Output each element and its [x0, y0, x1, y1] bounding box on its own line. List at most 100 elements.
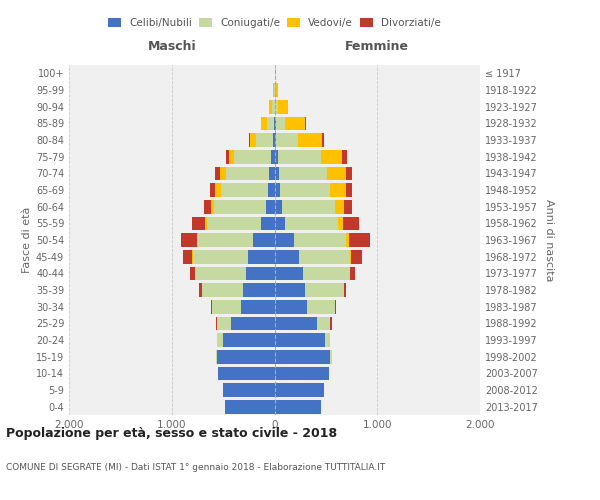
- Bar: [211, 200, 214, 213]
- Text: COMUNE DI SEGRATE (MI) - Dati ISTAT 1° gennaio 2018 - Elaborazione TUTTITALIA.IT: COMUNE DI SEGRATE (MI) - Dati ISTAT 1° g…: [6, 462, 385, 471]
- Y-axis label: Anni di nascita: Anni di nascita: [544, 198, 554, 281]
- Bar: [275, 166, 278, 180]
- Bar: [350, 250, 351, 264]
- Bar: [275, 216, 285, 230]
- Bar: [229, 150, 235, 164]
- Bar: [218, 366, 275, 380]
- Bar: [260, 216, 275, 230]
- Bar: [344, 200, 352, 213]
- Bar: [344, 283, 346, 297]
- Bar: [275, 316, 317, 330]
- Bar: [249, 133, 250, 147]
- Bar: [275, 283, 305, 297]
- Bar: [190, 266, 195, 280]
- Bar: [275, 366, 329, 380]
- Bar: [303, 266, 350, 280]
- Bar: [275, 383, 324, 397]
- Bar: [321, 150, 342, 164]
- Bar: [285, 216, 338, 230]
- Bar: [322, 133, 325, 147]
- Bar: [235, 150, 271, 164]
- Bar: [325, 333, 331, 347]
- Bar: [298, 133, 322, 147]
- Bar: [275, 183, 280, 197]
- Bar: [275, 233, 293, 247]
- Bar: [331, 183, 346, 197]
- Bar: [278, 166, 328, 180]
- Bar: [225, 400, 275, 413]
- Bar: [307, 300, 335, 314]
- Bar: [199, 233, 253, 247]
- Bar: [243, 283, 275, 297]
- Bar: [204, 200, 211, 213]
- Bar: [231, 316, 275, 330]
- Bar: [221, 183, 268, 197]
- Bar: [299, 250, 350, 264]
- Bar: [214, 200, 266, 213]
- Bar: [202, 283, 243, 297]
- Bar: [349, 233, 370, 247]
- Bar: [275, 350, 331, 364]
- Text: Femmine: Femmine: [345, 40, 409, 52]
- Bar: [269, 100, 272, 114]
- Bar: [275, 200, 281, 213]
- Bar: [248, 250, 275, 264]
- Bar: [275, 133, 276, 147]
- Bar: [342, 150, 347, 164]
- Bar: [196, 266, 246, 280]
- Bar: [199, 283, 202, 297]
- Bar: [215, 166, 220, 180]
- Bar: [217, 350, 275, 364]
- Bar: [226, 166, 269, 180]
- Bar: [275, 100, 278, 114]
- Bar: [346, 166, 352, 180]
- Bar: [197, 233, 199, 247]
- Bar: [346, 233, 349, 247]
- Bar: [250, 133, 256, 147]
- Y-axis label: Fasce di età: Fasce di età: [22, 207, 32, 273]
- Bar: [192, 216, 205, 230]
- Bar: [275, 116, 285, 130]
- Bar: [285, 116, 305, 130]
- Bar: [211, 300, 212, 314]
- Bar: [317, 316, 331, 330]
- Bar: [275, 83, 278, 97]
- Bar: [268, 183, 275, 197]
- Bar: [278, 150, 321, 164]
- Bar: [269, 166, 275, 180]
- Bar: [350, 266, 355, 280]
- Bar: [256, 133, 274, 147]
- Bar: [331, 316, 332, 330]
- Bar: [267, 116, 274, 130]
- Legend: Celibi/Nubili, Coniugati/e, Vedovi/e, Divorziati/e: Celibi/Nubili, Coniugati/e, Vedovi/e, Di…: [108, 18, 441, 28]
- Bar: [210, 183, 215, 197]
- Bar: [261, 116, 267, 130]
- Bar: [328, 166, 346, 180]
- Bar: [338, 216, 343, 230]
- Bar: [205, 216, 206, 230]
- Bar: [246, 266, 275, 280]
- Bar: [276, 133, 298, 147]
- Bar: [343, 216, 359, 230]
- Bar: [271, 150, 275, 164]
- Bar: [212, 300, 241, 314]
- Bar: [346, 183, 352, 197]
- Bar: [335, 200, 344, 213]
- Bar: [275, 333, 325, 347]
- Bar: [181, 233, 197, 247]
- Bar: [223, 333, 275, 347]
- Bar: [217, 333, 223, 347]
- Text: Popolazione per età, sesso e stato civile - 2018: Popolazione per età, sesso e stato civil…: [6, 428, 337, 440]
- Bar: [331, 350, 332, 364]
- Bar: [275, 150, 278, 164]
- Bar: [275, 300, 307, 314]
- Bar: [206, 216, 260, 230]
- Bar: [183, 250, 193, 264]
- Bar: [293, 233, 346, 247]
- Bar: [275, 400, 321, 413]
- Bar: [275, 266, 303, 280]
- Bar: [335, 300, 336, 314]
- Bar: [215, 183, 221, 197]
- Bar: [217, 316, 231, 330]
- Bar: [272, 100, 275, 114]
